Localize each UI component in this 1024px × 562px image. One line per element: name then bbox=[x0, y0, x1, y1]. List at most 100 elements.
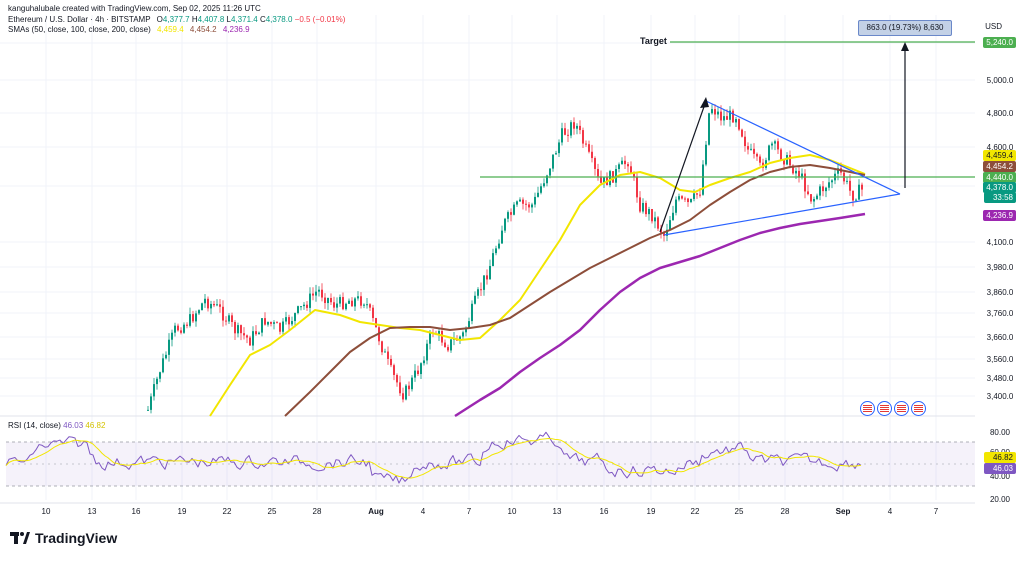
candle-body bbox=[348, 300, 350, 304]
candle-body bbox=[807, 191, 809, 195]
target-arrowhead bbox=[901, 42, 909, 51]
candle-body bbox=[381, 341, 383, 353]
time-axis-label: 25 bbox=[735, 507, 744, 516]
us-flag-icon[interactable] bbox=[860, 401, 875, 416]
candle-body bbox=[468, 321, 470, 328]
candle-body bbox=[798, 170, 800, 178]
candle-body bbox=[810, 194, 812, 202]
candle-body bbox=[414, 370, 416, 378]
time-axis-label: 19 bbox=[178, 507, 187, 516]
candle-body bbox=[426, 343, 428, 361]
candle-body bbox=[459, 336, 461, 341]
candle-body bbox=[165, 354, 167, 359]
candle-body bbox=[264, 318, 266, 325]
candle-body bbox=[636, 177, 638, 198]
measure-tool-label[interactable]: 863.0 (19.73%) 8,630 bbox=[858, 20, 952, 36]
tradingview-logo[interactable]: TradingView bbox=[10, 530, 117, 546]
price-axis-label: 3,560.0 bbox=[987, 355, 1014, 364]
candle-body bbox=[714, 109, 716, 115]
rsi-axis-label: 20.00 bbox=[990, 495, 1011, 504]
candle-body bbox=[675, 199, 677, 213]
triangle-lower-line bbox=[663, 193, 901, 236]
candle-body bbox=[255, 331, 257, 335]
candle-body bbox=[336, 303, 338, 308]
candle-body bbox=[741, 129, 743, 137]
us-flag-icon[interactable] bbox=[877, 401, 892, 416]
candle-body bbox=[420, 363, 422, 375]
candle-body bbox=[168, 339, 170, 355]
candle-body bbox=[246, 335, 248, 338]
ohlc-open-label: O bbox=[156, 14, 163, 24]
rsi-legend[interactable]: RSI (14, close) 46.03 46.82 bbox=[8, 421, 105, 430]
rsi-axis-label: 40.00 bbox=[990, 472, 1011, 481]
currency-label[interactable]: USD bbox=[985, 22, 1002, 31]
candle-body bbox=[621, 160, 623, 165]
candle-body bbox=[666, 229, 668, 236]
candle-body bbox=[693, 193, 695, 199]
us-flag-icon[interactable] bbox=[894, 401, 909, 416]
candle-body bbox=[237, 325, 239, 334]
candle-body bbox=[312, 293, 314, 296]
candle-body bbox=[405, 385, 407, 400]
candle-body bbox=[258, 332, 260, 335]
candle-body bbox=[561, 128, 563, 143]
candle-body bbox=[804, 173, 806, 192]
candle-body bbox=[339, 297, 341, 304]
sma50-line bbox=[209, 154, 866, 417]
candle-body bbox=[318, 289, 320, 292]
rsi-tag: 46.03 bbox=[984, 463, 1016, 474]
candle-body bbox=[555, 153, 557, 155]
candle-body bbox=[699, 194, 701, 196]
ohlc-change: −0.5 (−0.01%) bbox=[294, 14, 346, 24]
triangle-upper-line bbox=[705, 100, 901, 195]
sma200-value: 4,236.9 bbox=[222, 25, 250, 34]
candle-body bbox=[828, 182, 830, 188]
candle-body bbox=[366, 304, 368, 306]
candle-body bbox=[756, 153, 758, 157]
candle-body bbox=[393, 365, 395, 375]
candle-body bbox=[723, 116, 725, 121]
price-axis-label: 3,760.0 bbox=[987, 309, 1014, 318]
candle-body bbox=[276, 322, 278, 324]
candle-body bbox=[726, 116, 728, 120]
economic-events[interactable] bbox=[860, 401, 926, 416]
time-axis-label: Sep bbox=[836, 507, 851, 516]
tradingview-logo-icon bbox=[10, 532, 30, 544]
candle-body bbox=[855, 199, 857, 201]
price-tag: 4,459.4 bbox=[983, 150, 1016, 161]
rsi-ma-line bbox=[5, 438, 862, 479]
candle-body bbox=[270, 321, 272, 324]
candle-body bbox=[174, 325, 176, 333]
candle-body bbox=[837, 168, 839, 174]
symbol-name[interactable]: Ethereum / U.S. Dollar · 4h · BITSTAMP bbox=[8, 14, 151, 24]
candle-body bbox=[330, 297, 332, 303]
time-axis-label: 13 bbox=[553, 507, 562, 516]
us-flag-icon[interactable] bbox=[911, 401, 926, 416]
sma50-value: 4,459.4 bbox=[156, 25, 184, 34]
candle-body bbox=[531, 204, 533, 208]
sma-legend[interactable]: SMAs (50, close, 100, close, 200, close)… bbox=[8, 25, 345, 36]
candle-body bbox=[708, 113, 710, 145]
candle-body bbox=[321, 289, 323, 298]
candle-body bbox=[462, 332, 464, 337]
candle-body bbox=[204, 298, 206, 304]
candle-body bbox=[273, 322, 275, 324]
candle-body bbox=[279, 322, 281, 332]
candle-body bbox=[477, 289, 479, 296]
candle-body bbox=[789, 155, 791, 166]
chart-header: kanguhalubale created with TradingView.c… bbox=[8, 4, 345, 36]
candle-body bbox=[711, 109, 713, 114]
candle-body bbox=[582, 130, 584, 144]
candle-body bbox=[768, 145, 770, 161]
candle-body bbox=[198, 310, 200, 314]
candle-body bbox=[519, 199, 521, 202]
candle-body bbox=[627, 164, 629, 167]
ohlc-close-label: C bbox=[259, 14, 266, 24]
candle-body bbox=[243, 333, 245, 336]
candle-body bbox=[525, 203, 527, 205]
candle-body bbox=[729, 110, 731, 120]
candle-body bbox=[594, 158, 596, 169]
candle-body bbox=[501, 230, 503, 244]
